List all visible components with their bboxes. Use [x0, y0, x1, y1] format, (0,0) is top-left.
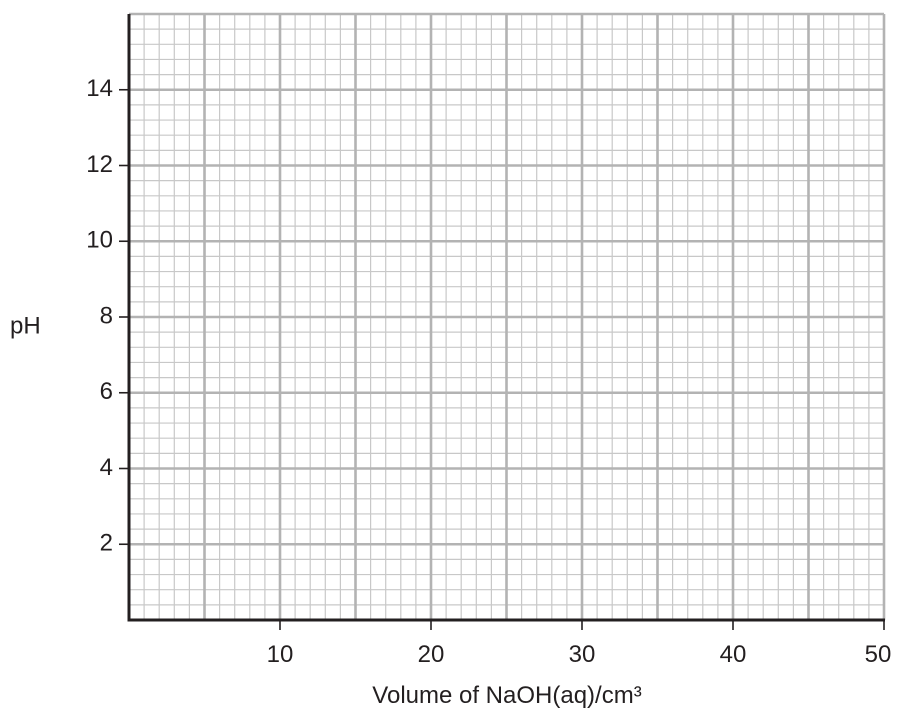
x-tick-label: 50 [865, 641, 892, 668]
x-tick-label: 40 [720, 641, 747, 668]
y-tick-label: 2 [100, 530, 113, 557]
y-tick-label: 6 [100, 378, 113, 405]
y-tick-label: 4 [100, 454, 113, 481]
y-tick-label: 14 [86, 75, 113, 102]
x-axis-label: Volume of NaOH(aq)/cm³ [372, 682, 641, 709]
major-grid [129, 12, 886, 620]
x-tick-label: 10 [267, 641, 294, 668]
y-axis-label: pH [10, 312, 41, 339]
x-tick-label: 30 [569, 641, 596, 668]
tick-labels: 2 4 6 8 10 12 14 10 20 30 40 50 [86, 75, 891, 668]
y-tick-label: 10 [86, 227, 113, 254]
tick-marks [119, 88, 885, 630]
y-tick-label: 12 [86, 151, 113, 178]
x-tick-label: 20 [418, 641, 445, 668]
y-tick-label: 8 [100, 302, 113, 329]
